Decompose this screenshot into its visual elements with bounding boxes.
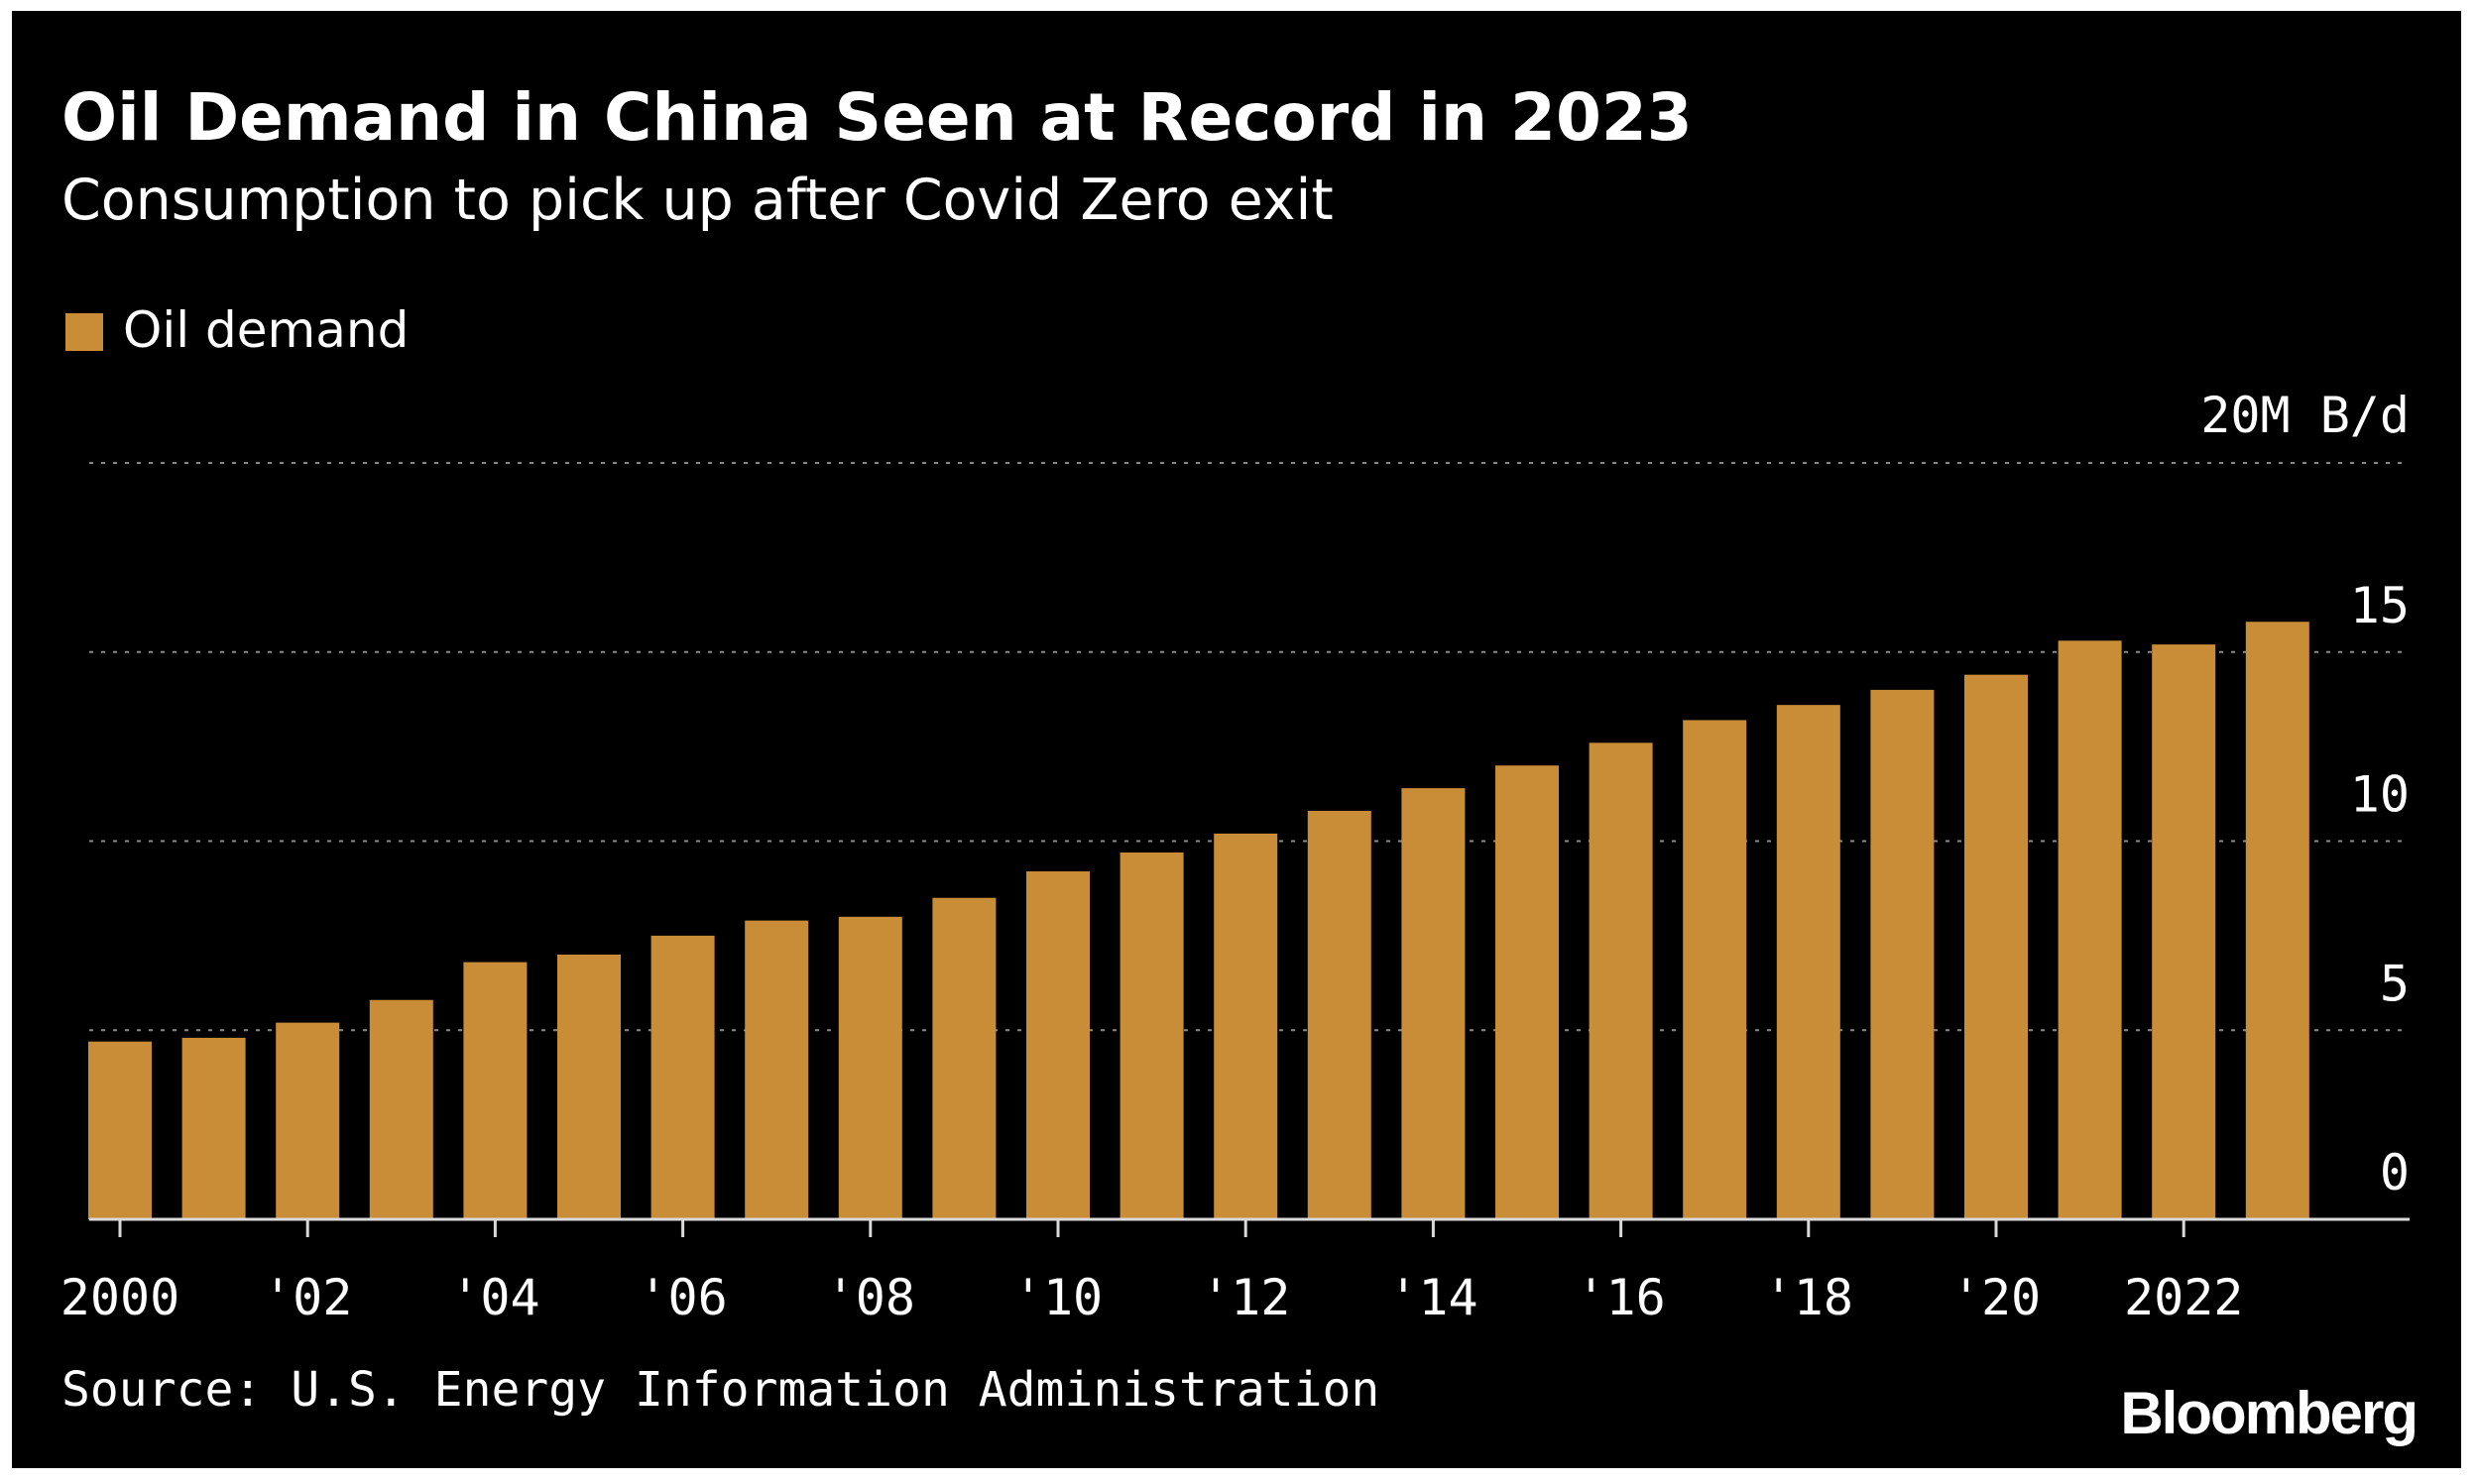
legend: Oil demand [65, 301, 409, 359]
axes [89, 1217, 2410, 1237]
y-tick-label: 0 [2380, 1144, 2410, 1201]
x-tick-label: 2000 [60, 1269, 179, 1326]
x-tick-label: '08 [826, 1269, 915, 1326]
chart-subtitle: Consumption to pick up after Covid Zero … [61, 168, 1334, 233]
bar-2001 [181, 1037, 246, 1219]
legend-swatch [65, 313, 103, 351]
bar-2021 [2058, 640, 2122, 1219]
chart-frame: Oil Demand in China Seen at Record in 20… [12, 11, 2461, 1468]
legend-label: Oil demand [123, 301, 409, 359]
x-tick-label: '10 [1013, 1269, 1103, 1326]
bar-2013 [1307, 810, 1371, 1219]
bar-2004 [463, 962, 528, 1219]
x-tick-label: '04 [450, 1269, 539, 1326]
bars [88, 622, 2309, 1219]
chart-svg: Oil Demand in China Seen at Record in 20… [60, 79, 2419, 1446]
bar-2019 [1870, 689, 1935, 1219]
x-tick-labels: 2000 '02 '04 '06 '08 '10 '12 '14 '16 '18 '20 2022 [60, 1269, 2244, 1326]
x-tick-label: 2022 [2124, 1269, 2243, 1326]
bar-2012 [1214, 833, 1278, 1219]
bar-2000 [88, 1041, 152, 1219]
source-note: Source: U.S. Energy Information Administ… [61, 1362, 1379, 1418]
x-tick-label: '12 [1201, 1269, 1290, 1326]
y-tick-label: 5 [2380, 955, 2410, 1012]
x-tick-label: '18 [1764, 1269, 1853, 1326]
bar-2005 [557, 954, 621, 1219]
x-tick-label: '16 [1576, 1269, 1665, 1326]
y-tick-label: 15 [2350, 577, 2410, 634]
x-tick-label: '06 [638, 1269, 727, 1326]
bar-2007 [745, 920, 809, 1219]
bar-2011 [1120, 852, 1184, 1219]
bar-2002 [276, 1022, 340, 1219]
bar-2010 [1026, 871, 1090, 1219]
x-tick-label: '14 [1388, 1269, 1477, 1326]
y-axis-unit-label: 20M B/d [2200, 387, 2410, 444]
bar-2009 [932, 897, 997, 1219]
bar-2006 [650, 935, 715, 1219]
bar-2022 [2152, 644, 2216, 1219]
bar-2018 [1776, 705, 1840, 1219]
bar-2008 [838, 916, 902, 1219]
chart-title: Oil Demand in China Seen at Record in 20… [61, 79, 1693, 156]
bar-2015 [1495, 765, 1559, 1219]
bar-2014 [1401, 788, 1466, 1219]
bar-2017 [1683, 720, 1747, 1219]
x-tick-label: '20 [1951, 1269, 2041, 1326]
x-tick-label: '02 [263, 1269, 352, 1326]
bar-2003 [369, 999, 433, 1219]
bloomberg-logo: Bloomberg [2120, 1380, 2417, 1446]
y-tick-label: 10 [2350, 766, 2410, 824]
y-tick-labels: 0 5 10 15 [2350, 577, 2410, 1201]
bar-2020 [1964, 674, 2028, 1219]
bar-2023 [2245, 622, 2309, 1219]
bar-2016 [1589, 742, 1653, 1219]
